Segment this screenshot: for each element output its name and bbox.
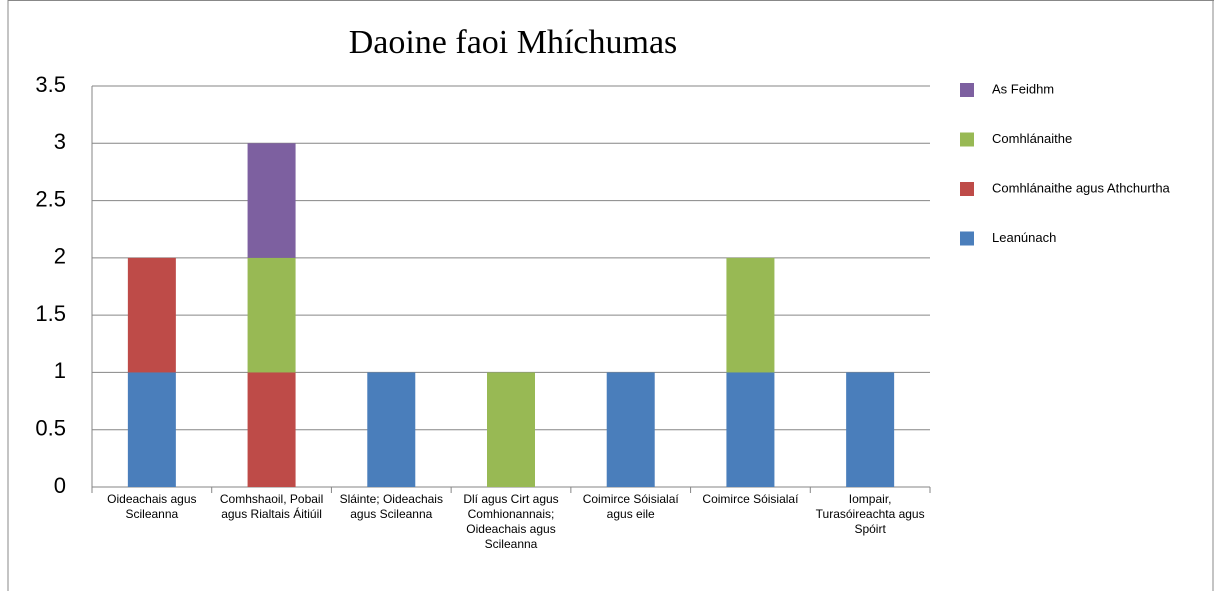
- y-tick-label: 0: [54, 473, 66, 498]
- legend-swatch: [960, 83, 974, 97]
- y-tick-label: 1: [54, 358, 66, 383]
- bar-segment: [846, 372, 895, 487]
- bar-segment: [247, 257, 296, 373]
- bar-segment: [487, 372, 535, 487]
- x-tick-label: Coimirce Sóisialaí agus eile: [582, 492, 679, 521]
- x-tick-label: Dlí agus Cirt agus Comhionannais; Oideac…: [463, 492, 559, 551]
- legend-label: Comhlánaithe agus Athchurtha: [992, 180, 1171, 195]
- legend-label: Comhlánaithe: [992, 131, 1072, 146]
- legend-swatch: [960, 182, 974, 196]
- y-tick-label: 3.5: [35, 72, 66, 97]
- y-tick-label: 2: [54, 244, 66, 269]
- legend-label: As Feidhm: [992, 81, 1054, 96]
- x-tick-label: Coimirce Sóisialaí: [702, 492, 799, 506]
- bar-segment: [726, 372, 775, 487]
- y-tick-label: 1.5: [35, 301, 66, 326]
- bar-segment: [606, 372, 655, 487]
- x-tick-label: Iompair, Turasóireachta agus Spóirt: [815, 492, 925, 536]
- chart-title: Daoine faoi Mhíchumas: [349, 24, 678, 61]
- legend-swatch: [960, 231, 974, 246]
- bar-segment: [726, 257, 775, 373]
- bar-segment: [367, 372, 416, 487]
- x-tick-label: Oideachais agus Scileanna: [107, 492, 197, 521]
- bar-segment: [247, 372, 296, 487]
- bar-segment: [127, 372, 176, 487]
- x-tick-label: Comhshaoil, Pobail agus Rialtais Áitiúil: [219, 492, 324, 521]
- bar-segment: [127, 257, 176, 373]
- y-tick-label: 2.5: [35, 186, 66, 211]
- y-tick-label: 0.5: [35, 416, 66, 441]
- x-tick-label: Sláinte; Oideachais agus Scileanna: [339, 492, 443, 521]
- legend-swatch: [960, 132, 974, 147]
- bar-segment: [247, 143, 296, 258]
- legend-label: Leanúnach: [992, 230, 1056, 245]
- y-tick-label: 3: [54, 129, 66, 154]
